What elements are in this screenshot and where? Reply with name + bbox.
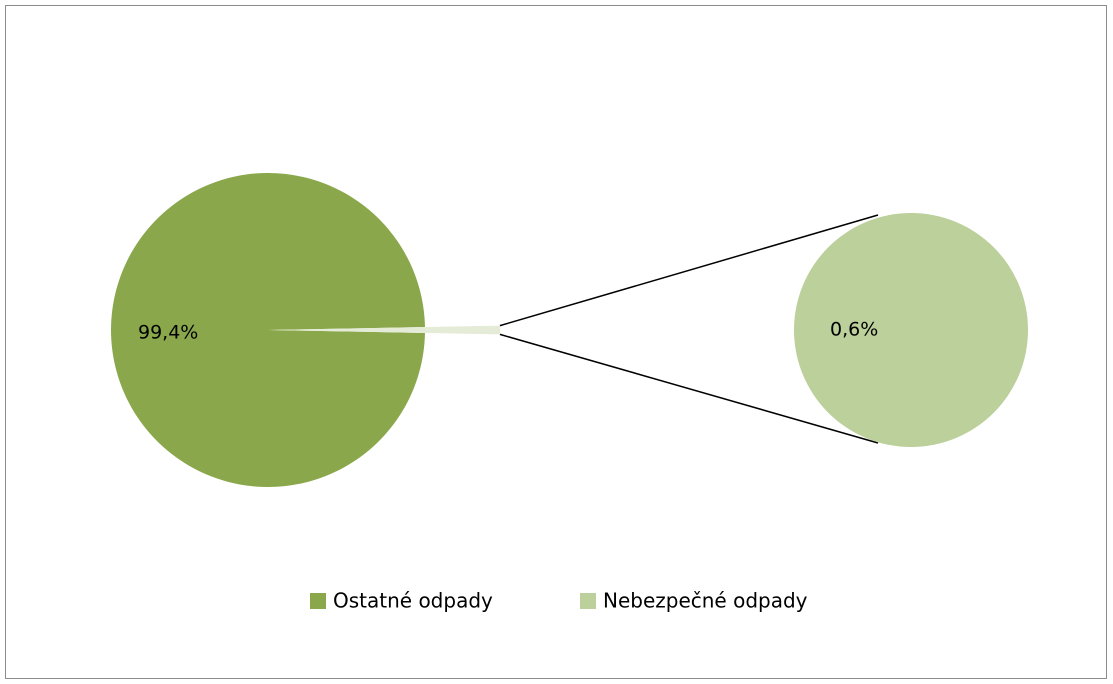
data-label: 99,4%	[138, 322, 198, 344]
legend-swatch	[580, 593, 596, 609]
connector-line	[499, 214, 879, 327]
legend-swatch	[310, 593, 326, 609]
data-label: 0,6%	[830, 319, 878, 341]
legend-label: Nebezpečné odpady	[603, 589, 808, 613]
pie-slice	[111, 172, 425, 487]
secondary-pie	[794, 213, 1028, 447]
pie-slice-split	[268, 325, 500, 335]
legend-label: Ostatné odpady	[333, 589, 493, 613]
connector-line	[499, 333, 879, 444]
